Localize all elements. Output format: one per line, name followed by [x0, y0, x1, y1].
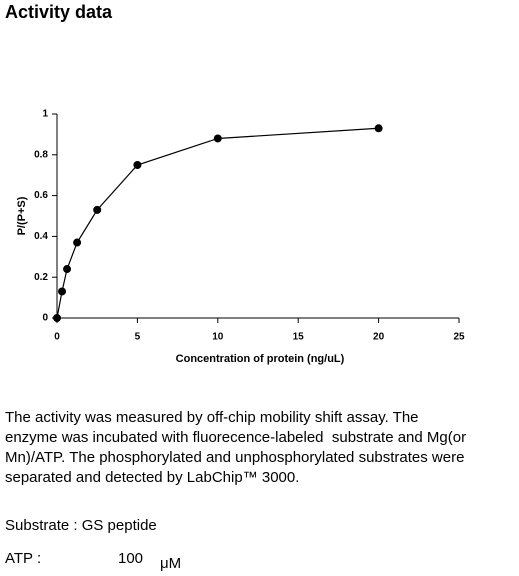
x-tick-label: 25	[453, 332, 465, 343]
x-tick-label: 20	[373, 332, 385, 343]
y-tick-label: 1	[42, 109, 48, 120]
description-line: Mn)/ATP. The phosphorylated and unphosph…	[5, 449, 465, 466]
data-point	[133, 161, 142, 169]
description-line: The activity was measured by off-chip mo…	[5, 409, 419, 426]
data-line	[56, 127, 379, 319]
y-tick-label: 0.8	[34, 149, 48, 160]
data-point	[73, 238, 82, 247]
atp-unit: μM	[160, 555, 182, 572]
y-tick-label: 0.4	[34, 231, 48, 242]
y-axis-label: P/(P+S)	[16, 196, 28, 235]
data-point	[63, 265, 72, 274]
data-point	[93, 205, 102, 214]
y-tick-label: 0	[42, 313, 48, 324]
chart: Concentration of protein (ng/uL) P/(P+S)…	[16, 109, 465, 365]
description-line: enzyme was incubated with fluorecence-la…	[5, 429, 467, 446]
x-axis-label: Concentration of protein (ng/uL)	[176, 353, 345, 365]
data-point	[374, 124, 383, 133]
atp-value: 100	[118, 550, 144, 567]
x-tick-label: 10	[212, 332, 224, 343]
substrate: Substrate : GS peptide	[5, 517, 157, 534]
page-title: Activity data	[5, 2, 113, 22]
data-point	[53, 314, 61, 322]
atp-label: ATP :	[5, 550, 42, 567]
x-tick-label: 15	[293, 332, 305, 343]
data-point	[58, 287, 67, 296]
description-line: separated and detected by LabChip™ 3000.	[5, 469, 300, 486]
y-tick-label: 0.2	[34, 272, 48, 283]
data-point	[213, 134, 222, 143]
x-tick-label: 0	[54, 332, 60, 343]
y-tick-label: 0.6	[34, 190, 48, 201]
x-tick-label: 5	[135, 332, 141, 343]
